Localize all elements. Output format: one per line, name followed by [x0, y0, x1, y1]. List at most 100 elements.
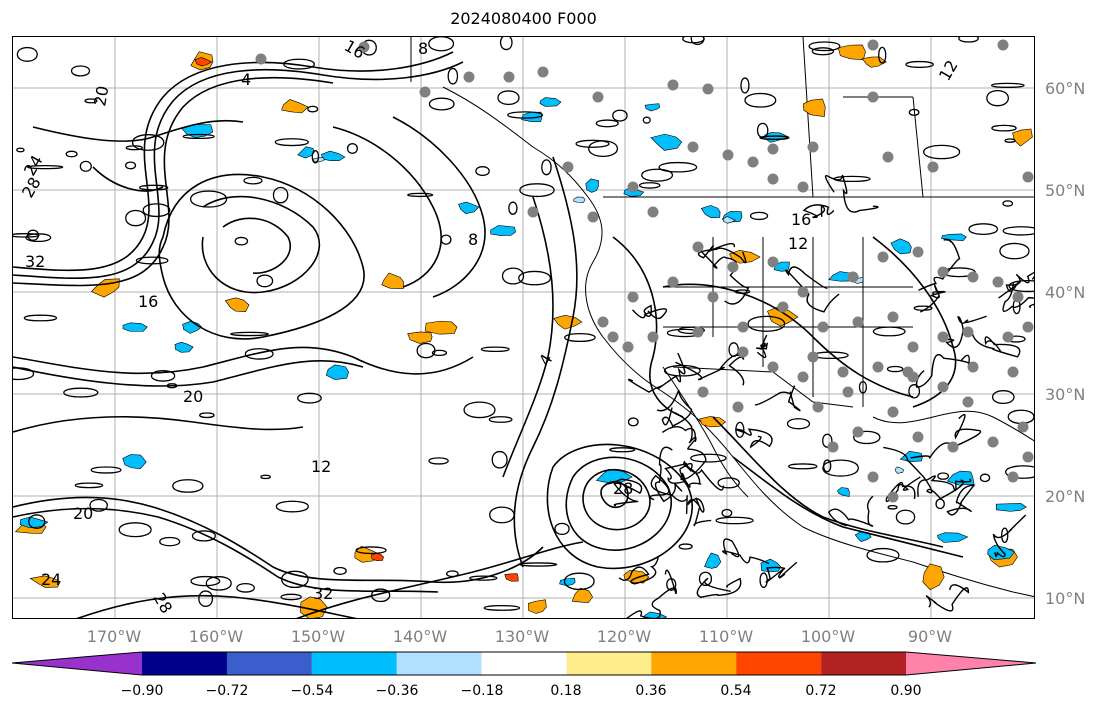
- contour-line: [272, 186, 289, 204]
- contour-line: [513, 156, 578, 568]
- contour-line: [205, 576, 232, 591]
- contour-label: 20: [90, 84, 112, 107]
- anomaly-patch: [122, 322, 148, 332]
- contour-line: [554, 522, 570, 536]
- contour-label: 24: [41, 570, 61, 589]
- station-dot: [997, 39, 1009, 51]
- station-dot: [882, 151, 894, 163]
- contour-line: [802, 204, 835, 219]
- colorbar-segment: [396, 652, 482, 675]
- contour-line: [754, 385, 801, 412]
- anomaly-patch: [407, 331, 433, 344]
- contour-line: [734, 289, 751, 294]
- map-canvas[interactable]: 16 8 4 12 20 24 28 32 16 12 20 24 28 32 …: [13, 37, 1035, 619]
- anomaly-patch: [571, 587, 593, 603]
- contour-line: [13, 61, 464, 280]
- contour-line: [440, 234, 452, 245]
- station-dot: [912, 431, 924, 443]
- lon-label-160w: 160°W: [188, 627, 244, 646]
- contour-line: [13, 415, 304, 433]
- colorbar: [12, 651, 1037, 676]
- contour-line: [822, 459, 859, 477]
- contour-label: 20: [183, 387, 203, 406]
- station-dot: [622, 341, 634, 353]
- gulf-coast: [872, 410, 1034, 442]
- station-dot: [767, 256, 779, 268]
- contour-line: [958, 37, 979, 43]
- us-mexico-border: [672, 366, 854, 408]
- anomaly-patch: [1012, 128, 1033, 147]
- contour-line: [428, 37, 455, 52]
- station-dot: [962, 396, 974, 408]
- contour-line: [917, 475, 972, 497]
- contour-label: 12: [935, 57, 962, 84]
- contour-label: 8: [468, 230, 478, 249]
- station-dot: [852, 316, 864, 328]
- contour-line: [690, 453, 727, 463]
- contour-line: [76, 594, 358, 618]
- station-dot: [887, 311, 899, 323]
- contour-line: [908, 384, 921, 399]
- contour-line: [13, 346, 474, 375]
- station-dot: [807, 141, 819, 153]
- contour-line: [895, 509, 916, 525]
- station-dot: [419, 86, 431, 98]
- contour-line: [182, 133, 215, 140]
- contour-line: [488, 416, 513, 423]
- anomaly-patch: [320, 150, 346, 162]
- map-panel[interactable]: 16 8 4 12 20 24 28 32 16 12 20 24 28 32 …: [12, 36, 1035, 619]
- contour-line: [715, 516, 754, 525]
- contour-line: [159, 536, 181, 547]
- contour-line: [971, 332, 1021, 358]
- contour-line: [125, 161, 137, 170]
- contour-line: [480, 346, 510, 353]
- contour-line: [541, 159, 552, 176]
- contour-line: [125, 145, 143, 151]
- contour-line: [371, 588, 391, 603]
- anomaly-patch: [995, 503, 1027, 512]
- contour-line: [747, 315, 786, 332]
- contour-line: [260, 474, 271, 480]
- anomaly-patch: [194, 57, 213, 67]
- station-dot: [463, 71, 475, 83]
- canada-province-border: [802, 37, 924, 198]
- station-dot: [912, 246, 924, 258]
- contour-line: [627, 417, 639, 427]
- colorbar-segment: [311, 652, 397, 675]
- station-dot: [937, 266, 949, 278]
- contour-line: [756, 122, 769, 139]
- station-dot: [1022, 321, 1034, 333]
- contour-line: [638, 182, 661, 189]
- contour-line: [946, 484, 976, 516]
- station-dot: [1007, 366, 1019, 378]
- contour-line: [999, 242, 1030, 260]
- contour-line: [641, 168, 674, 182]
- contour-line: [910, 413, 982, 459]
- contour-line: [63, 387, 99, 398]
- contour-line: [499, 37, 513, 51]
- contour-line: [677, 326, 705, 335]
- contour-line: [142, 203, 171, 218]
- contour-line: [13, 51, 454, 272]
- colorbar-tick-label: −0.36: [375, 683, 419, 699]
- station-dot: [597, 316, 609, 328]
- anomaly-patch: [29, 575, 61, 588]
- contour-label: 28: [18, 174, 45, 201]
- station-dot: [562, 161, 574, 173]
- colorbar-segment: [566, 652, 652, 675]
- station-dot: [1022, 171, 1034, 183]
- anomaly-patch: [559, 577, 576, 586]
- station-dot: [727, 261, 739, 273]
- contour-line: [491, 450, 508, 469]
- station-dot: [967, 271, 979, 283]
- station-dot: [962, 326, 974, 338]
- contour-line: [92, 166, 164, 192]
- contour-line: [307, 105, 319, 113]
- contour-line: [664, 460, 725, 491]
- contour-line: [582, 468, 651, 531]
- contour-line: [13, 507, 439, 593]
- colorbar-segment: [651, 652, 737, 675]
- contour-line: [519, 183, 555, 198]
- anomaly-patch: [623, 569, 650, 584]
- contour-line: [765, 561, 798, 583]
